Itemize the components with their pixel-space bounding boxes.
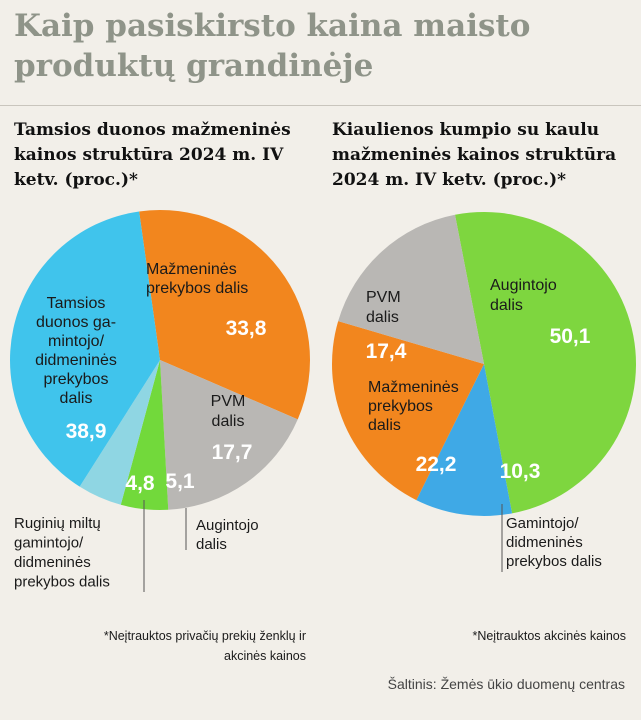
leader-lines <box>143 500 503 592</box>
left-value-grower: 5,1 <box>165 470 195 493</box>
left-label-rye-flour: Ruginių miltų gamintojo/didmeninės prekybo… <box>14 515 110 591</box>
right-label-producer: Gamintojo/didmeninės prekybos dalis <box>506 515 602 570</box>
left-slice-mazmenines-prekybos-dalis <box>139 210 310 420</box>
left-value-vat: 17,7 <box>212 441 253 464</box>
left-value-rye-flour: 4,8 <box>125 472 155 495</box>
right-label-retail: Mažmeninės prekybos dalis <box>368 379 459 434</box>
right-slice-mazmenines-prekybos-dalis <box>332 321 484 501</box>
left-slice-augintojo-dalis <box>120 360 169 510</box>
left-label-retail: Mažmeninės prekybos dalis <box>146 261 248 297</box>
left-slice-pvm-dalis <box>160 360 298 510</box>
left-label-vat: PVM dalis <box>211 393 246 430</box>
left-label-grower: Augintojo dalis <box>196 517 259 553</box>
title-divider <box>0 105 641 106</box>
left-slice-ruginiu-miltu-gamintojo-didmenines-prekybos-dalis <box>79 360 160 505</box>
left-label-bread-producer: Tamsios duonos ga-mintojo/didmeninės preky… <box>35 295 117 407</box>
pie-labels: Mažmeninės prekybos dalis PVM dalis Tamsios d… <box>14 261 602 591</box>
right-pie <box>332 211 637 516</box>
right-value-retail: 22,2 <box>416 453 457 476</box>
right-label-vat: PVM dalis <box>366 289 401 326</box>
left-slice-tamsios-duonos-gamintojo-didmenines-prekybos-dalis <box>9 211 161 487</box>
right-slice-gamintojo-didmenines-prekybos-dalis <box>416 364 513 516</box>
left-value-bread-producer: 38,9 <box>66 420 107 443</box>
source-credit: Šaltinis: Žemės ūkio duomenų centras <box>387 676 625 692</box>
left-value-retail: 33,8 <box>226 317 267 340</box>
right-label-grower: Augintojo dalis <box>490 277 557 314</box>
left-footnote: *Neįtrauktos privačių prekių ženklų ir a… <box>103 629 306 663</box>
right-slice-augintojo-dalis <box>454 211 637 514</box>
right-value-vat: 17,4 <box>366 340 407 363</box>
right-slice-pvm-dalis <box>338 214 484 364</box>
right-chart-title: Kiaulienos kumpio su kaulu mažmeninės ka… <box>332 120 617 190</box>
left-pie <box>9 210 310 510</box>
right-footnote: *Neįtrauktos akcinės kainos <box>472 629 626 643</box>
right-value-producer: 10,3 <box>500 460 541 483</box>
page-title: Kaip pasiskirsto kaina maisto produktų g… <box>14 8 531 84</box>
right-value-grower: 50,1 <box>550 325 591 348</box>
left-chart-title: Tamsios duonos mažmeninės kainos struktū… <box>14 120 291 190</box>
